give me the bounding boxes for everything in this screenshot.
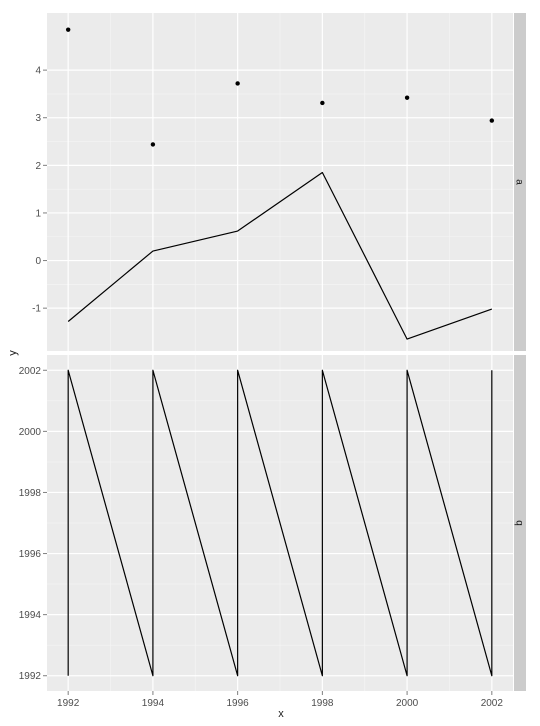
x-tick-label: 1998: [311, 698, 334, 709]
y-tick-label: 2000: [19, 427, 42, 438]
data-point: [150, 142, 156, 147]
y-tick-label: 3: [35, 113, 41, 124]
facet-strip: [514, 13, 526, 351]
series-line: [67, 369, 493, 677]
data-point: [320, 100, 325, 106]
y-tick-label: 1992: [19, 671, 42, 682]
data-point: [65, 27, 71, 32]
facet-panel-a: -1 0 1 2 3 4 a: [32, 13, 526, 351]
facet-strip-label: q: [514, 520, 525, 526]
series-line: [67, 171, 493, 340]
x-tick-label: 1992: [57, 698, 80, 709]
y-tick-label: 1994: [19, 610, 42, 621]
x-tick-label: 1994: [142, 698, 165, 709]
facet-strip: [514, 355, 526, 691]
data-point: [404, 95, 410, 100]
facet-panel-q: 1992 1994 1996 1998 2000 2002 q: [19, 355, 526, 691]
data-point: [489, 118, 495, 123]
y-tick-label: 1998: [19, 488, 42, 499]
y-tick-label: 2002: [19, 366, 42, 377]
facet-strip-label: a: [514, 179, 525, 185]
y-tick-label: 1996: [19, 549, 42, 560]
y-tick-label: 2: [35, 161, 41, 172]
y-axis-title: y: [7, 350, 19, 356]
x-tick-label: 2002: [481, 698, 504, 709]
data-point: [235, 81, 240, 86]
x-tick-label: 1996: [227, 698, 250, 709]
x-axis-title: x: [278, 708, 284, 720]
y-tick-label: -1: [32, 304, 41, 315]
y-tick-label: 4: [35, 66, 41, 77]
y-tick-label: 0: [35, 256, 41, 267]
x-tick-label: 2000: [396, 698, 419, 709]
y-tick-label: 1: [35, 208, 41, 219]
